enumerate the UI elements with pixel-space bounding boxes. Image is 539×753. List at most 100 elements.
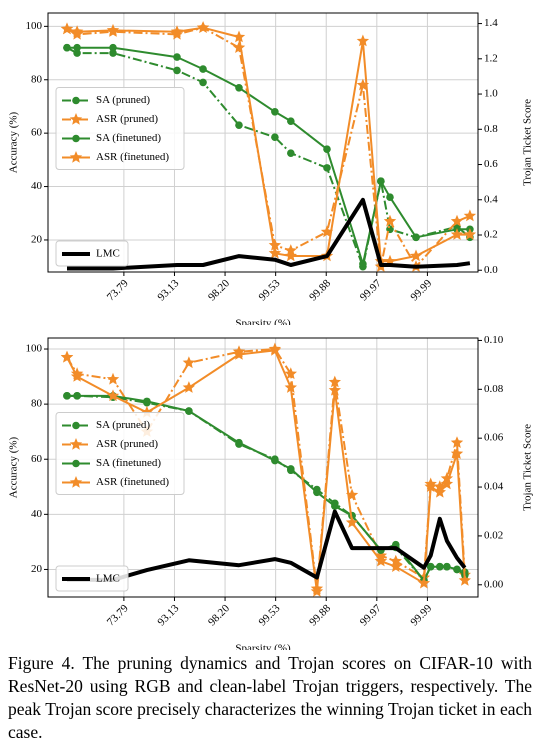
- x-tick-label: 73.79: [105, 602, 131, 628]
- x-axis-label: Sparsity (%): [235, 643, 291, 650]
- marker: [426, 562, 435, 571]
- marker: [196, 21, 210, 33]
- y2-tick-label: 0.2: [484, 229, 498, 241]
- x-tick-label: 99.88: [307, 602, 333, 628]
- marker: [374, 554, 388, 567]
- marker: [356, 34, 370, 47]
- chart: 73.79 93.13 98.20 99.53 99.88 99.97 99.99 20 40 6…: [8, 334, 534, 650]
- marker: [313, 488, 321, 497]
- marker: [182, 356, 196, 369]
- legend-box: [55, 87, 185, 170]
- marker: [143, 397, 151, 406]
- marker: [328, 375, 341, 388]
- y2-tick-label: 0.6: [484, 158, 498, 170]
- marker: [72, 459, 80, 468]
- x-tick-label: 99.53: [257, 277, 283, 303]
- marker: [235, 438, 243, 447]
- marker: [284, 249, 297, 262]
- marker: [69, 113, 83, 125]
- plot-frame: [47, 337, 479, 598]
- series-line: [67, 197, 471, 271]
- marker: [170, 25, 184, 37]
- marker: [389, 560, 402, 572]
- marker: [453, 565, 461, 574]
- x-tick-label: 73.79: [105, 277, 131, 303]
- marker: [463, 228, 477, 240]
- marker: [458, 574, 471, 586]
- x-tick-label: 99.53: [257, 602, 283, 628]
- marker: [72, 421, 80, 430]
- marker: [69, 438, 83, 450]
- y2-tick-label: 0.00: [484, 578, 504, 590]
- y2-tick-label: 0.4: [484, 193, 498, 205]
- marker: [323, 145, 331, 153]
- x-tick-label: 98.20: [206, 602, 232, 628]
- y-axis-label: Accuracy (%): [8, 111, 20, 173]
- legend: LMC: [55, 240, 129, 267]
- legend-box: [55, 412, 185, 495]
- marker: [70, 25, 84, 37]
- series-line: [67, 509, 467, 582]
- legend-label: ASR (pruned): [96, 113, 158, 125]
- legend-label: SA (pruned): [96, 94, 150, 106]
- marker: [70, 370, 84, 382]
- marker: [287, 149, 295, 157]
- marker: [235, 83, 243, 92]
- y-tick-label: 80: [31, 398, 43, 410]
- y2-tick-label: 1.2: [484, 52, 498, 64]
- marker: [268, 246, 282, 259]
- legend-label: ASR (finetuned): [96, 476, 169, 488]
- legend-box: [55, 240, 129, 267]
- marker: [284, 381, 297, 393]
- y2-tick-label: 1.4: [484, 17, 498, 29]
- marker: [424, 480, 437, 492]
- marker: [417, 576, 431, 589]
- y-tick-label: 40: [31, 180, 43, 192]
- marker: [235, 121, 243, 129]
- marker: [450, 228, 464, 240]
- marker: [199, 78, 207, 87]
- x-tick-label: 99.99: [408, 277, 434, 303]
- x-tick-label: 98.20: [206, 277, 232, 303]
- marker: [345, 516, 359, 528]
- marker: [72, 96, 80, 105]
- x-tick-label: 99.97: [358, 602, 384, 628]
- marker: [443, 562, 451, 571]
- y-tick-label: 60: [31, 453, 43, 465]
- marker: [173, 53, 181, 61]
- x-tick-label: 99.88: [307, 277, 333, 303]
- marker: [69, 476, 83, 488]
- marker: [310, 585, 324, 597]
- marker: [450, 447, 464, 459]
- marker: [383, 214, 397, 227]
- x-tick-label: 99.97: [358, 277, 384, 303]
- y-tick-label: 20: [31, 233, 43, 245]
- marker: [109, 49, 117, 57]
- marker: [182, 381, 196, 393]
- legend: SA (pruned) ASR (pruned) SA (finetuned) ASR…: [55, 412, 185, 495]
- legend: LMC: [55, 565, 129, 592]
- x-axis-label: Sparsity (%): [235, 318, 291, 325]
- legend-label: SA (finetuned): [96, 457, 161, 469]
- marker: [199, 65, 207, 73]
- marker: [331, 502, 339, 510]
- marker: [60, 350, 74, 363]
- y2-tick-label: 0.10: [484, 334, 504, 346]
- marker: [106, 389, 120, 402]
- y2-axis-label: Trojan Ticket Score: [522, 424, 534, 511]
- marker: [433, 485, 446, 498]
- x-tick-label: 93.13: [155, 602, 181, 628]
- marker: [271, 456, 279, 465]
- marker: [436, 562, 444, 571]
- caption: Figure 4. The pruning dynamics and Troja…: [8, 653, 532, 742]
- y-tick-label: 40: [31, 508, 43, 520]
- marker: [185, 407, 193, 415]
- marker: [63, 392, 71, 400]
- x-tick-label: 93.13: [155, 277, 181, 303]
- legend-label: LMC: [96, 573, 120, 585]
- marker: [409, 249, 423, 262]
- plot-frame: [47, 12, 479, 273]
- marker: [328, 383, 341, 396]
- y-tick-label: 80: [31, 73, 43, 85]
